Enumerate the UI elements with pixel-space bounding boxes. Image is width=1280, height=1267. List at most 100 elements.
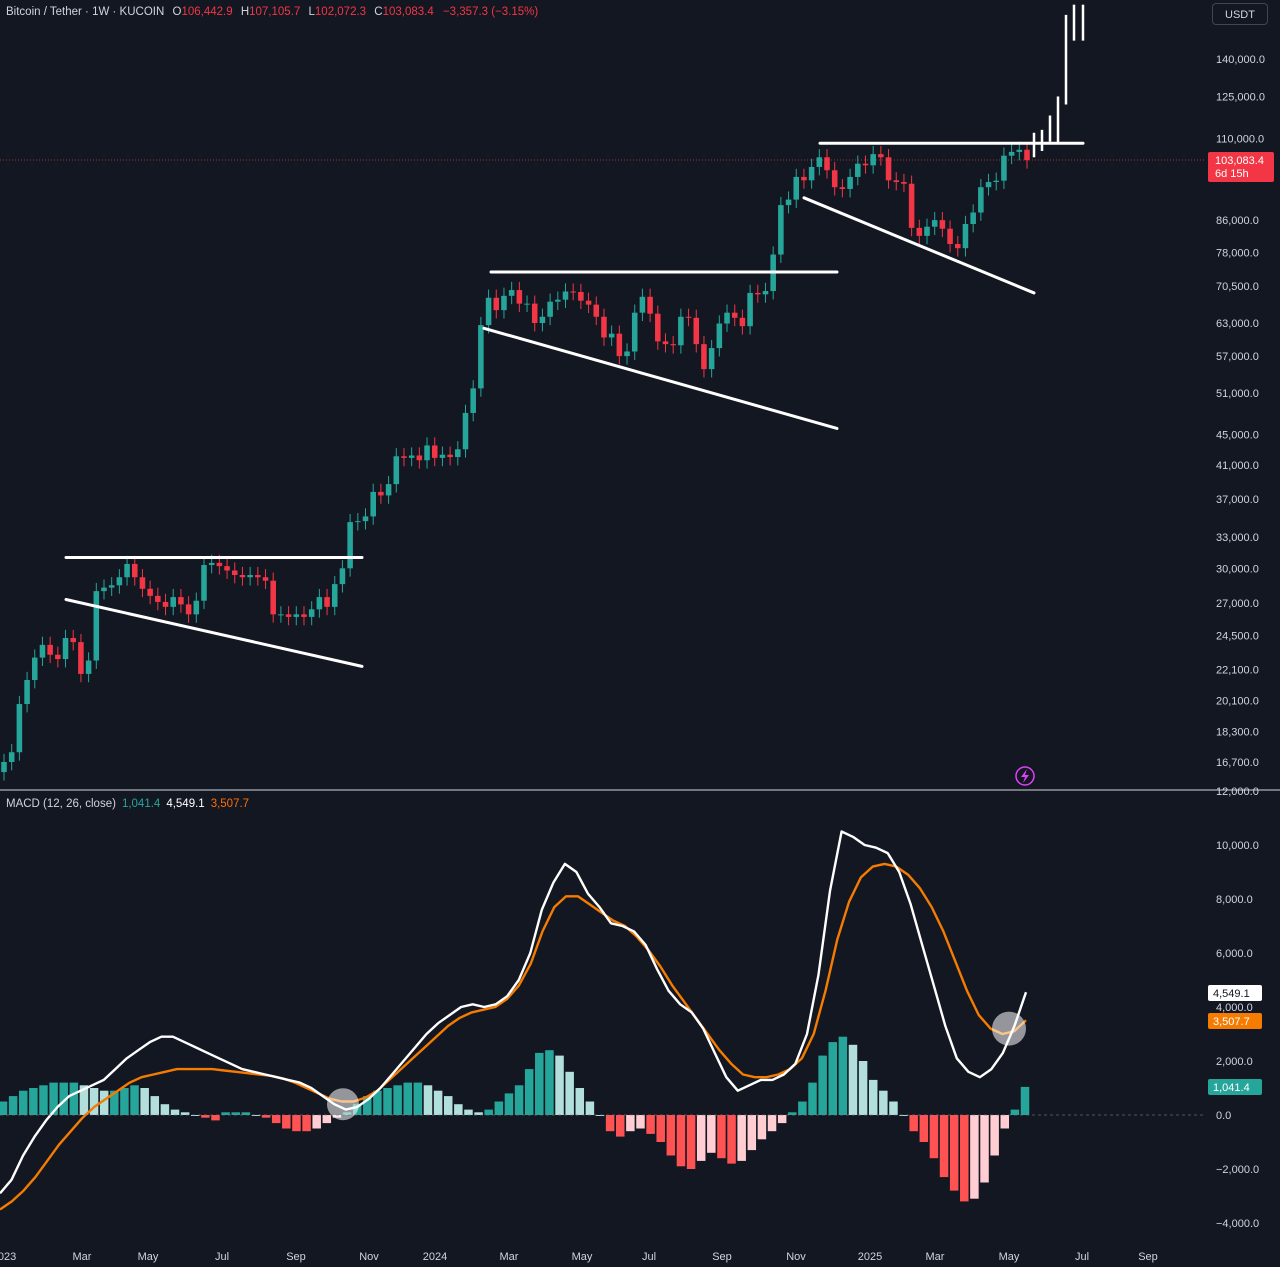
candle-body xyxy=(370,491,376,517)
macd-histogram-bar xyxy=(970,1115,979,1199)
candle-body xyxy=(585,300,592,305)
candle-body xyxy=(516,290,523,304)
macd-histogram-bar xyxy=(777,1115,787,1124)
candle-body xyxy=(885,157,892,181)
candle-body xyxy=(1008,151,1015,156)
time-tick-label: 2024 xyxy=(423,1251,447,1263)
histogram-badge xyxy=(1208,1079,1262,1095)
candle-body xyxy=(155,595,161,602)
candle-body xyxy=(570,291,576,293)
time-tick-label: 2025 xyxy=(858,1251,882,1263)
value-badges: 103,083.46d 15h 4,549.1 3,507.7 1,041.4 xyxy=(1015,152,1274,1095)
macd-histogram-bar xyxy=(858,1061,868,1115)
candle-body xyxy=(124,563,130,578)
candle-body xyxy=(78,642,84,674)
macd-histogram-bar xyxy=(261,1115,271,1118)
macd-histogram-bar xyxy=(605,1115,615,1132)
currency-button[interactable]: USDT xyxy=(1212,3,1268,25)
candle-body xyxy=(631,312,638,352)
macd-histogram-bar xyxy=(120,1088,129,1115)
macd-tick-label: 8,000.0 xyxy=(1216,894,1253,906)
candle-body xyxy=(347,522,353,569)
candle-body xyxy=(839,187,846,189)
candle-body xyxy=(478,325,484,389)
trendline xyxy=(802,196,1036,295)
candle-body xyxy=(1024,149,1030,161)
macd-histogram-bar xyxy=(59,1082,68,1115)
macd-histogram-bar xyxy=(363,1096,372,1115)
macd-line xyxy=(0,830,1028,1195)
candle-body xyxy=(562,291,569,300)
price-tick-label: 12,000.0 xyxy=(1216,786,1259,798)
macd-histogram-bar xyxy=(140,1088,149,1115)
macd-histogram-bar xyxy=(89,1088,99,1115)
macd-histogram-bar xyxy=(292,1115,301,1132)
macd-histogram-bar xyxy=(231,1112,240,1115)
candle-body xyxy=(970,212,976,224)
macd-histogram-bar xyxy=(960,1115,969,1202)
candle-body xyxy=(193,600,200,615)
macd-histogram-bar xyxy=(868,1079,878,1115)
candle-body xyxy=(116,577,123,586)
macd-histogram-bar xyxy=(69,1082,79,1115)
price-tick-label: 24,500.0 xyxy=(1216,630,1259,642)
candle-body xyxy=(1016,149,1023,152)
candle-body xyxy=(724,312,730,324)
price-tick-label: 41,000.0 xyxy=(1216,460,1259,472)
candle-body xyxy=(601,316,607,338)
candle-body xyxy=(285,614,292,617)
signal-line-badge xyxy=(1208,1013,1262,1029)
macd-histogram-bar xyxy=(8,1096,18,1115)
macd-histogram-bar xyxy=(99,1090,109,1115)
price-tick-label: 30,000.0 xyxy=(1216,563,1259,575)
candle-body xyxy=(862,163,869,166)
candle-body xyxy=(578,291,584,301)
candle-body xyxy=(208,562,215,566)
macd-histogram-bar xyxy=(514,1085,524,1115)
candle-body xyxy=(685,316,692,318)
price-tick-label: 33,000.0 xyxy=(1216,532,1259,544)
time-tick-label: Nov xyxy=(359,1251,379,1263)
candle-body xyxy=(8,752,15,762)
macd-histogram-bar xyxy=(808,1082,817,1115)
candle-body xyxy=(962,223,969,249)
macd-histogram-bar xyxy=(788,1112,797,1115)
candle-body xyxy=(408,455,415,458)
candle-body xyxy=(531,303,538,324)
candle-body xyxy=(616,333,623,357)
candle-body xyxy=(747,292,753,327)
candle-body xyxy=(255,574,261,578)
macd-histogram-bar xyxy=(686,1115,696,1169)
open-label: O xyxy=(172,6,182,18)
high-label: H xyxy=(240,6,250,18)
candle-body xyxy=(701,344,707,370)
candle-body xyxy=(339,568,346,585)
candle-body xyxy=(693,317,700,345)
candle-body xyxy=(493,297,500,311)
candle-body xyxy=(708,348,715,370)
time-tick-label: Sep xyxy=(286,1251,306,1263)
macd-histogram-bar xyxy=(494,1101,504,1115)
macd-histogram-bar xyxy=(545,1050,554,1115)
macd-histogram-bar xyxy=(302,1115,311,1132)
candle-body xyxy=(308,609,315,617)
macd-histogram-bar xyxy=(939,1115,949,1178)
macd-histogram-bar xyxy=(110,1090,119,1115)
candle-body xyxy=(378,491,384,496)
price-badge xyxy=(1208,152,1274,182)
price-badge-value: 103,083.4 xyxy=(1215,155,1264,167)
macd-histogram-bar xyxy=(889,1101,898,1115)
candle-body xyxy=(431,445,438,458)
lightning-icon xyxy=(1015,766,1035,786)
price-tick-label: 63,000.0 xyxy=(1216,318,1259,330)
macd-histogram-bar xyxy=(909,1115,918,1132)
candle-body xyxy=(908,183,915,228)
time-tick-label: Mar xyxy=(926,1251,945,1263)
signal-line-badge-text: 3,507.7 xyxy=(1213,1016,1250,1028)
candle-body xyxy=(62,637,69,660)
macd-histogram-bar xyxy=(990,1115,999,1156)
time-tick-label: May xyxy=(138,1251,159,1263)
low-label: L xyxy=(308,6,315,18)
macd-line-badge xyxy=(1208,985,1262,1001)
